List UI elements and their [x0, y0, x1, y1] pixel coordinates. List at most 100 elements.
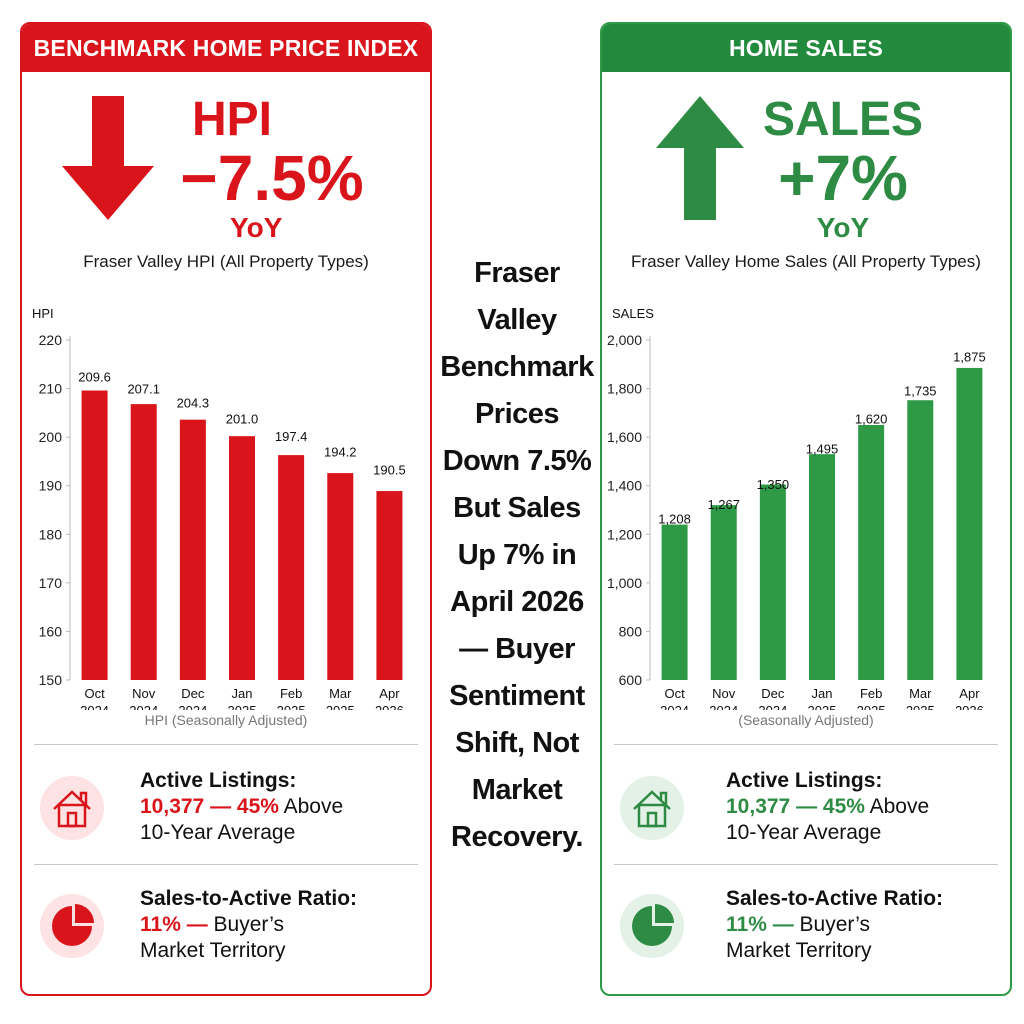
y-tick-label: 2,000 [607, 332, 642, 348]
x-tick-label: Oct [84, 686, 105, 701]
x-tick-label: 2024 [178, 703, 207, 710]
bar-value-label: 1,875 [953, 349, 986, 364]
hpi-kpi: HPI −7.5% YoY [162, 96, 382, 242]
bar [179, 419, 206, 680]
sales-chart: SALES 600 800 1,000 1,200 1,400 1,600 1,800 2,00… [607, 306, 986, 710]
bar-value-label: 1,350 [757, 477, 790, 492]
sales-ratio-info: Sales-to-Active Ratio: 11% — Buyer’s Mar… [140, 886, 357, 964]
x-tick-label: Jan [812, 686, 833, 701]
divider [614, 864, 998, 865]
y-tick-label: 1,600 [607, 429, 642, 445]
sales-ratio-info: Sales-to-Active Ratio: 11% — Buyer’s Mar… [726, 886, 943, 964]
bar-value-label: 204.3 [177, 395, 210, 410]
x-tick-label: Mar [909, 686, 932, 701]
hpi-footnote: HPI (Seasonally Adjusted) [144, 712, 308, 728]
bar-value-label: 1,267 [707, 497, 740, 512]
bar [661, 524, 688, 680]
sales-ratio-title: Sales-to-Active Ratio: [140, 887, 358, 910]
bar-value-label: 194.2 [324, 444, 357, 459]
bar-value-label: 1,735 [904, 383, 937, 398]
hpi-kpi-value: −7.5% [180, 142, 364, 214]
x-tick-label: Nov [132, 686, 156, 701]
y-tick-label: 1,400 [607, 478, 642, 494]
y-tick-label: 180 [39, 526, 63, 542]
divider [614, 744, 998, 745]
x-tick-label: 2025 [228, 703, 257, 710]
y-tick-label: 800 [619, 623, 643, 639]
bar-value-label: 190.5 [373, 462, 406, 477]
y-axis-label: HPI [32, 306, 54, 321]
bar [759, 484, 786, 680]
bar-value-label: 207.1 [127, 382, 160, 397]
x-tick-label: 2024 [80, 703, 109, 710]
y-tick-label: 1,800 [607, 381, 642, 397]
hpi-chart-title: Fraser Valley HPI (All Property Types) [83, 252, 369, 271]
sales-ratio-rest: Buyer’s [793, 913, 870, 936]
x-tick-label: 2025 [906, 703, 935, 710]
hpi-chart: HPI 150 160 170 180 190 200 210 220 209.6 Oct 2024 2… [32, 306, 406, 710]
x-tick-label: 2025 [857, 703, 886, 710]
x-tick-label: 2024 [758, 703, 787, 710]
x-tick-label: Dec [181, 686, 205, 701]
bar [278, 455, 305, 680]
active-listings-info: Active Listings: 10,377 — 45% Above 10-Y… [726, 768, 929, 846]
x-tick-label: 2025 [326, 703, 355, 710]
hpi-panel: BENCHMARK HOME PRICE INDEX (HPI) HPI −7.… [20, 22, 432, 996]
sales-banner: HOME SALES [602, 24, 1010, 72]
x-tick-label: Nov [712, 686, 736, 701]
y-tick-label: 160 [39, 623, 63, 639]
active-listings-title: Active Listings: [140, 769, 297, 792]
sales-ratio-value: 11% — [140, 913, 208, 936]
sales-chart-title: Fraser Valley Home Sales (All Property T… [631, 252, 981, 271]
bar [809, 454, 835, 680]
bar-value-label: 201.0 [226, 411, 259, 426]
active-listings-value: 10,377 — 45% [140, 795, 279, 818]
x-tick-label: 2024 [660, 703, 689, 710]
headline: Fraser Valley Benchmark Prices Down 7.5%… [440, 257, 594, 853]
bar-value-label: 209.6 [78, 370, 111, 385]
x-tick-label: 2026 [375, 703, 404, 710]
sales-ratio-line2: Market Territory [140, 939, 286, 962]
active-listings-title: Active Listings: [726, 769, 883, 792]
x-tick-label: Mar [329, 686, 352, 701]
bar [907, 400, 934, 680]
sales-ratio-title: Sales-to-Active Ratio: [726, 887, 944, 910]
sales-ratio-rest: Buyer’s [207, 913, 284, 936]
divider [34, 744, 418, 745]
down-arrow-icon [62, 96, 154, 225]
pie-chart-icon [40, 894, 104, 958]
active-listings-value: 10,377 — 45% [726, 795, 865, 818]
hpi-kpi-unit: YoY [230, 212, 283, 243]
y-tick-label: 170 [39, 575, 63, 591]
y-tick-label: 220 [39, 332, 63, 348]
x-tick-label: 2026 [955, 703, 984, 710]
sales-ratio-line2: Market Territory [726, 939, 872, 962]
active-listings-info: Active Listings: 10,377 — 45% Above 10-Y… [140, 768, 343, 846]
y-tick-label: 1,200 [607, 526, 642, 542]
active-listings-rest: Above [864, 795, 930, 818]
divider [34, 864, 418, 865]
x-tick-label: Dec [761, 686, 785, 701]
sales-footnote: (Seasonally Adjusted) [738, 712, 874, 728]
bar [956, 367, 983, 680]
x-tick-label: Apr [379, 686, 400, 701]
y-tick-label: 210 [39, 381, 63, 397]
bar [376, 491, 403, 680]
y-tick-label: 1,000 [607, 575, 642, 591]
bar-value-label: 1,620 [855, 411, 888, 426]
active-listings-rest: Above [278, 795, 344, 818]
x-tick-label: Jan [232, 686, 253, 701]
bar [327, 473, 354, 680]
bar-value-label: 1,495 [806, 442, 839, 457]
house-icon [40, 776, 104, 840]
bar [81, 390, 108, 680]
x-tick-label: 2024 [129, 703, 158, 710]
x-tick-label: Feb [860, 686, 882, 701]
bar [229, 436, 255, 680]
x-tick-label: Feb [280, 686, 302, 701]
sales-ratio-value: 11% — [726, 913, 794, 936]
y-tick-label: 190 [39, 478, 63, 494]
x-tick-label: 2025 [808, 703, 837, 710]
sales-kpi-value: +7% [778, 142, 908, 214]
sales-kpi-label: SALES [762, 93, 924, 146]
